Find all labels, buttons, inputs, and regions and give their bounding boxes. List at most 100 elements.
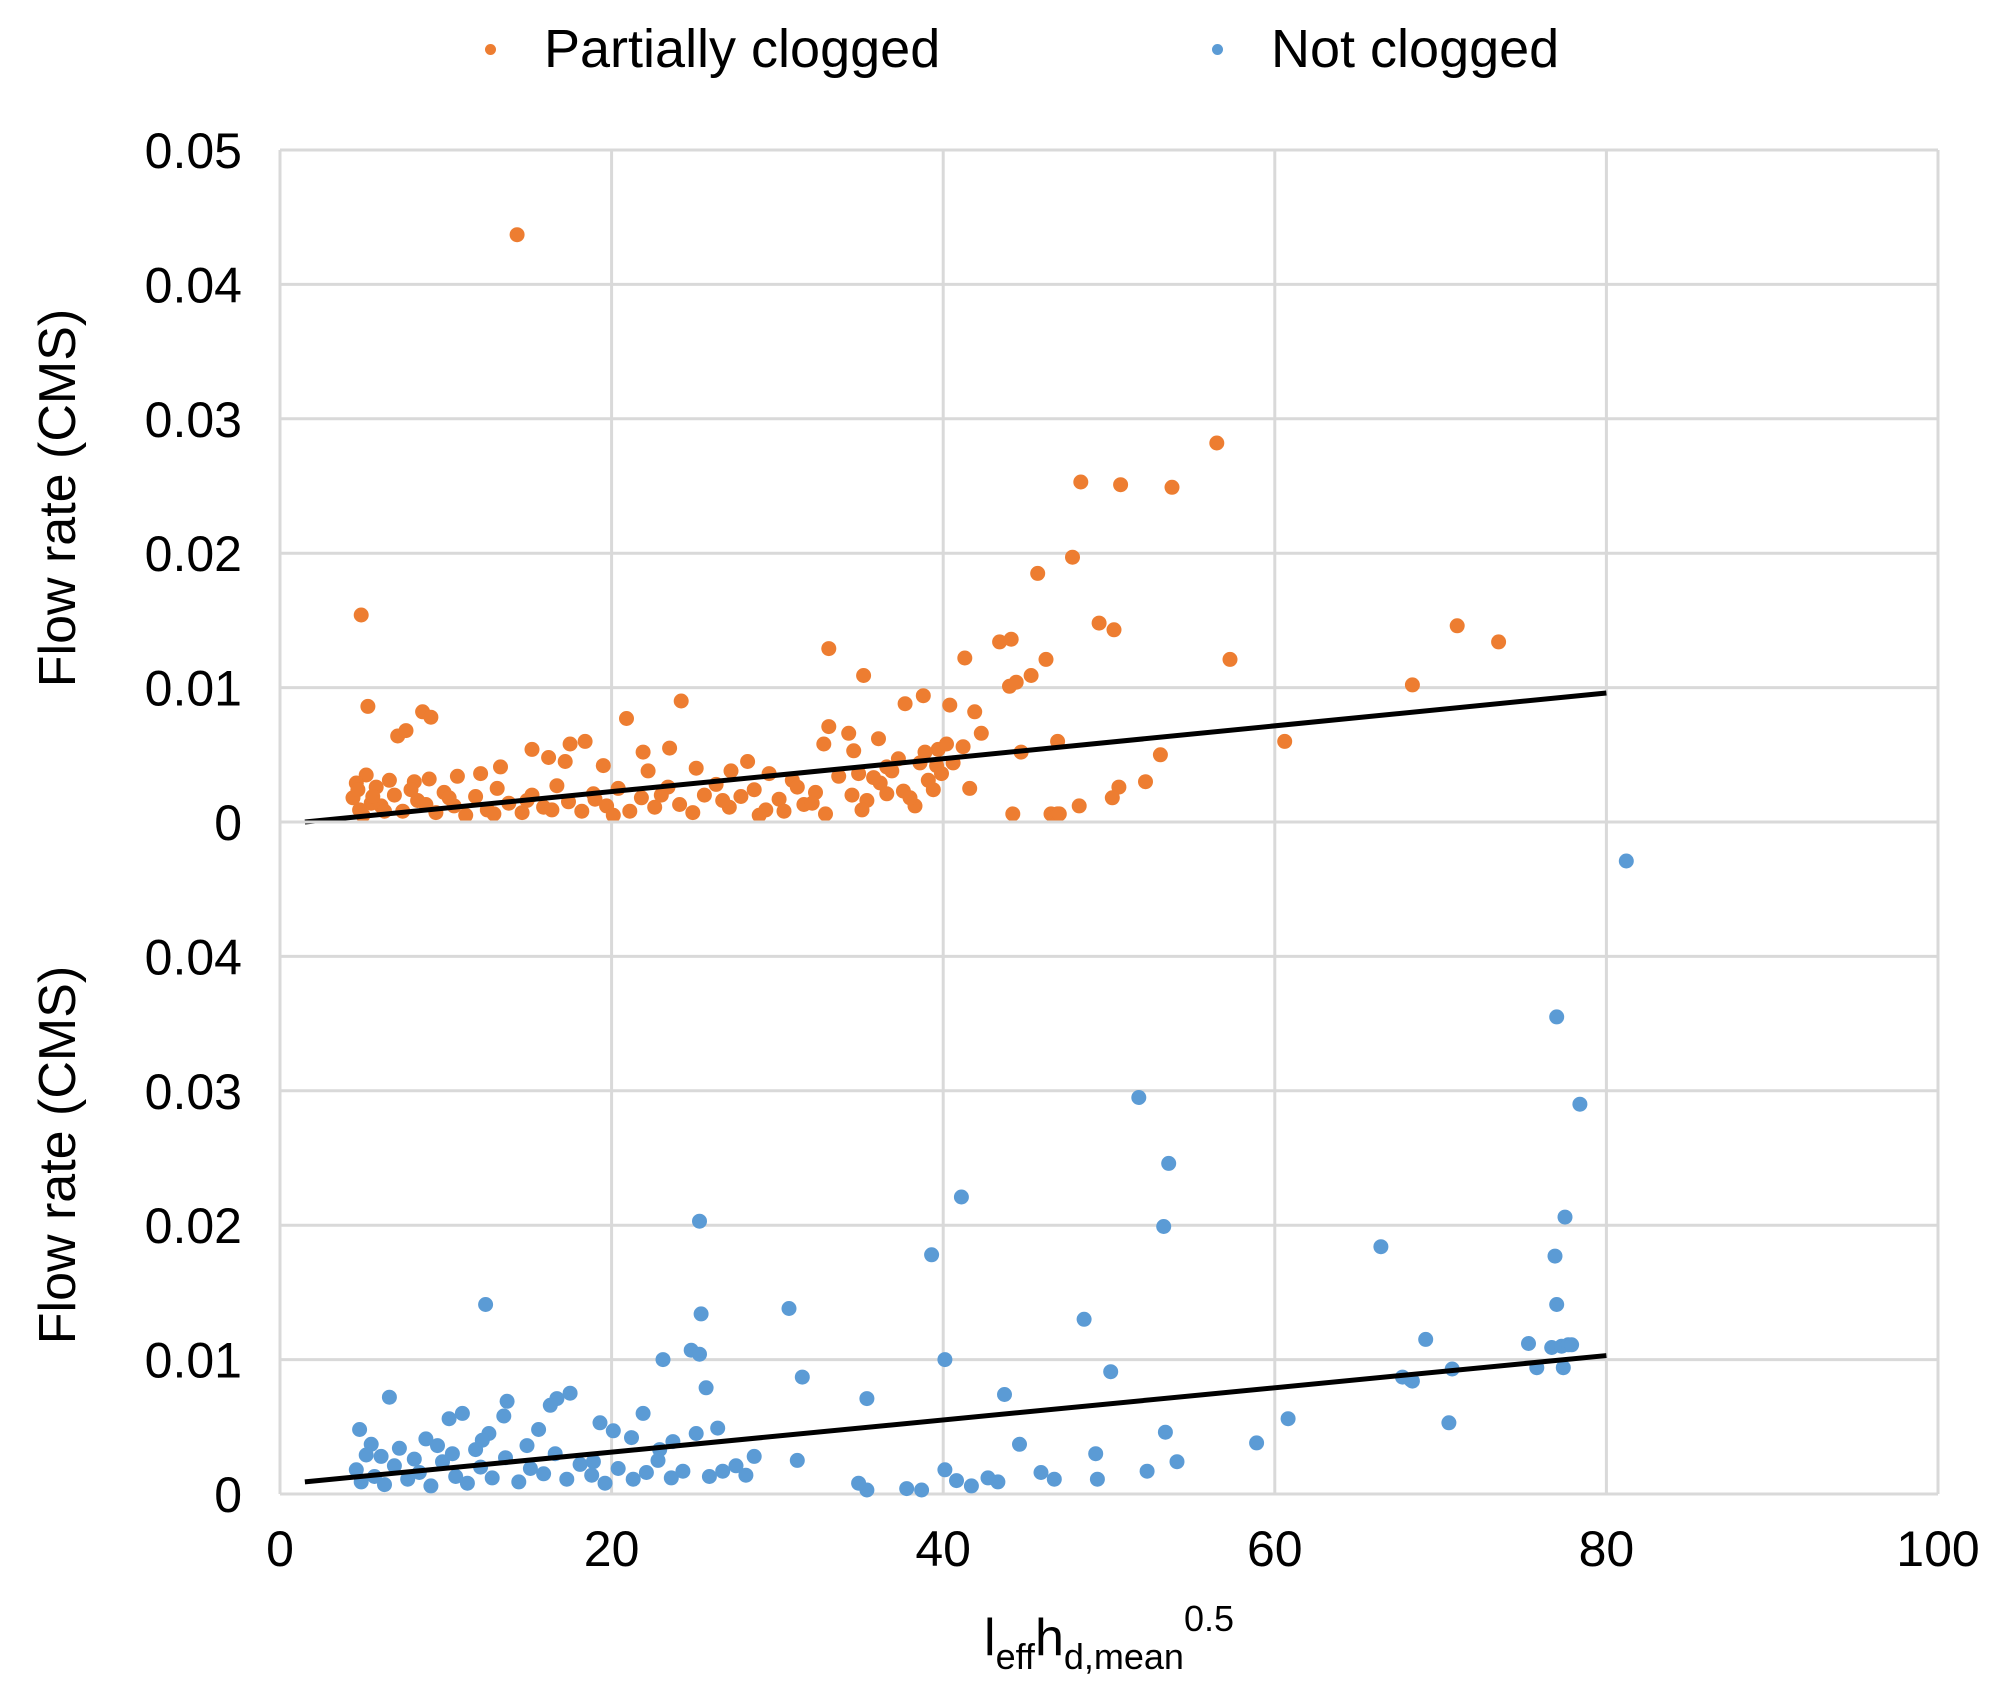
data-point xyxy=(866,770,882,786)
data-point xyxy=(816,736,832,752)
x-axis-label-l: l xyxy=(984,1609,996,1667)
data-point xyxy=(572,1456,588,1472)
data-point xyxy=(715,1463,731,1479)
data-point xyxy=(1491,634,1507,650)
data-point xyxy=(400,1471,416,1487)
y-tick-label: 0.04 xyxy=(145,257,242,313)
data-point xyxy=(655,1352,671,1368)
x-tick-label: 60 xyxy=(1247,1521,1303,1577)
data-point xyxy=(454,1405,470,1421)
data-point xyxy=(914,1482,930,1498)
data-point xyxy=(640,763,656,779)
y-tick-label: 0.03 xyxy=(145,1064,242,1120)
data-point xyxy=(942,697,958,713)
data-point xyxy=(851,1475,867,1491)
data-point xyxy=(619,711,634,726)
y-axis-label-bottom: Flow rate (CMS) xyxy=(29,965,88,1345)
data-point xyxy=(1161,1155,1177,1171)
data-point xyxy=(1103,1364,1119,1380)
data-point xyxy=(441,790,457,806)
data-point xyxy=(403,782,419,798)
data-point xyxy=(377,1477,392,1493)
data-point xyxy=(531,1422,547,1437)
data-point xyxy=(1012,1436,1027,1452)
data-point xyxy=(441,1411,457,1427)
data-point xyxy=(937,1352,953,1368)
y-tick-label: 0.04 xyxy=(145,929,242,985)
data-point xyxy=(854,802,870,818)
data-point xyxy=(1277,733,1293,749)
data-point xyxy=(723,763,739,779)
data-point xyxy=(675,1463,691,1479)
data-point xyxy=(698,1380,714,1396)
data-point xyxy=(897,696,913,712)
data-point xyxy=(1404,1373,1420,1389)
data-point xyxy=(821,719,837,735)
data-point xyxy=(1555,1360,1571,1376)
y-tick-label: 0.05 xyxy=(145,123,242,179)
data-point xyxy=(622,803,638,819)
data-point xyxy=(360,698,376,714)
data-point xyxy=(352,1422,368,1437)
data-point xyxy=(856,668,872,683)
data-point xyxy=(610,1461,626,1476)
data-point xyxy=(493,759,508,775)
data-point xyxy=(1138,774,1153,790)
data-point xyxy=(934,766,949,782)
data-point xyxy=(449,768,465,784)
data-point xyxy=(685,805,701,821)
data-point xyxy=(1157,1424,1173,1440)
data-point xyxy=(635,1405,651,1421)
data-point xyxy=(398,723,414,739)
legend-marker-not-clogged xyxy=(1212,43,1223,55)
data-point xyxy=(917,744,933,760)
data-point xyxy=(605,1423,621,1439)
data-point xyxy=(949,1473,964,1489)
legend-label-not-clogged: Not clogged xyxy=(1271,19,1560,79)
data-point xyxy=(1051,806,1067,822)
data-point xyxy=(1418,1331,1434,1347)
data-point xyxy=(1164,479,1180,495)
data-point xyxy=(430,1438,445,1454)
data-point xyxy=(962,780,978,796)
data-point xyxy=(1373,1239,1389,1255)
data-point xyxy=(1111,779,1127,795)
data-point xyxy=(1113,477,1129,493)
data-point xyxy=(688,760,704,776)
data-point xyxy=(973,725,989,741)
x-axis-label-exponent: 0.5 xyxy=(1183,1598,1234,1639)
data-point xyxy=(696,787,712,803)
data-point xyxy=(381,1389,397,1405)
data-point xyxy=(584,1467,600,1483)
data-point xyxy=(1280,1411,1296,1427)
data-point xyxy=(771,791,787,807)
legend-item-not-clogged: Not clogged xyxy=(1212,14,1559,84)
data-point xyxy=(348,1462,364,1478)
data-point xyxy=(635,744,651,760)
data-point xyxy=(1076,1311,1092,1327)
data-point xyxy=(458,807,474,823)
data-point xyxy=(1046,1471,1062,1487)
y-tick-label: 0.02 xyxy=(145,526,242,582)
data-point xyxy=(1547,1248,1563,1264)
data-point xyxy=(1091,615,1107,631)
data-point xyxy=(522,1461,538,1476)
data-point xyxy=(562,736,578,752)
data-point xyxy=(468,789,484,804)
y-tick-label: 0.02 xyxy=(145,1198,242,1254)
data-point xyxy=(1564,1337,1580,1353)
data-point xyxy=(421,771,437,787)
data-point xyxy=(448,1469,464,1484)
x-axis-label: leffhd,mean0.5 xyxy=(984,1598,1234,1678)
data-point xyxy=(789,779,805,795)
data-point xyxy=(846,743,862,759)
data-point xyxy=(486,806,502,822)
data-point xyxy=(625,1471,641,1487)
data-point xyxy=(373,1448,389,1464)
data-point xyxy=(549,778,565,794)
data-point xyxy=(672,797,688,812)
data-point xyxy=(653,787,669,803)
data-point xyxy=(925,782,941,798)
data-point xyxy=(746,1448,762,1464)
data-point xyxy=(536,1466,552,1482)
